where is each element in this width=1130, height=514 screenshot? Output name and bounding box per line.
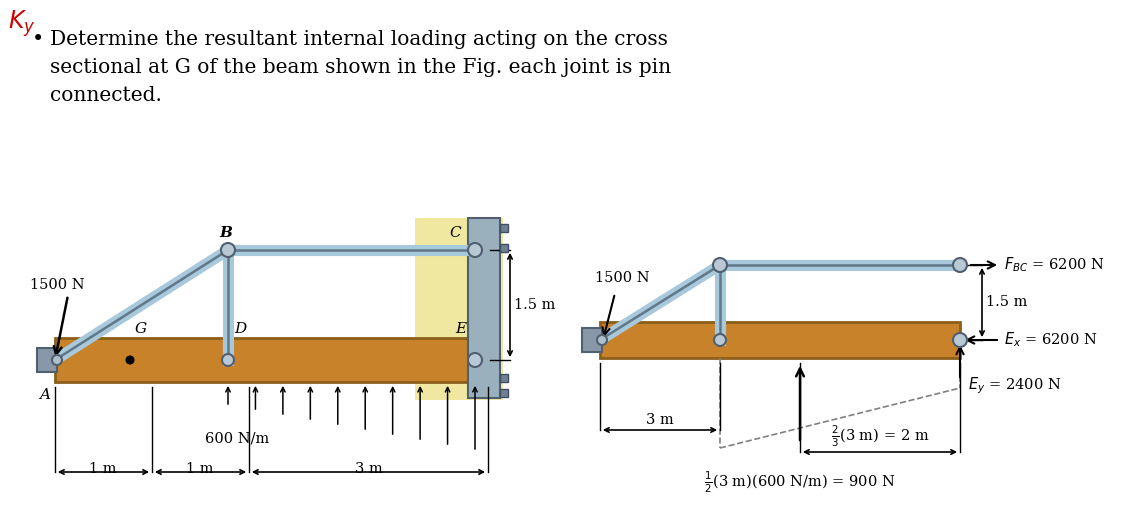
Text: A: A — [40, 388, 50, 402]
Text: 3 m: 3 m — [646, 413, 673, 427]
Circle shape — [468, 353, 483, 367]
Polygon shape — [499, 224, 508, 232]
Polygon shape — [468, 218, 499, 398]
Text: 1 m: 1 m — [186, 462, 214, 476]
Text: 1 m: 1 m — [89, 462, 116, 476]
Circle shape — [597, 335, 607, 345]
Text: $E_x$ = 6200 N: $E_x$ = 6200 N — [1003, 331, 1097, 350]
Text: 1.5 m: 1.5 m — [514, 298, 555, 312]
Polygon shape — [499, 374, 508, 382]
Text: B: B — [219, 226, 233, 240]
Text: E: E — [455, 322, 466, 336]
Text: G: G — [134, 322, 147, 336]
Polygon shape — [37, 348, 56, 372]
Polygon shape — [600, 322, 960, 358]
Polygon shape — [582, 328, 602, 352]
Circle shape — [714, 334, 725, 346]
Text: 1.5 m: 1.5 m — [986, 295, 1027, 309]
Text: $\frac{1}{2}$(3 m)(600 N/m) = 900 N: $\frac{1}{2}$(3 m)(600 N/m) = 900 N — [704, 470, 896, 495]
Text: 1500 N: 1500 N — [31, 278, 85, 292]
Polygon shape — [499, 389, 508, 397]
Polygon shape — [415, 218, 503, 400]
Circle shape — [127, 357, 133, 363]
Text: 3 m: 3 m — [355, 462, 383, 476]
Text: 600 N/m: 600 N/m — [205, 431, 269, 445]
Circle shape — [468, 243, 483, 257]
Circle shape — [953, 333, 967, 347]
Text: Determine the resultant internal loading acting on the cross: Determine the resultant internal loading… — [50, 30, 668, 49]
Text: •: • — [32, 30, 44, 49]
Circle shape — [713, 258, 727, 272]
Text: connected.: connected. — [50, 86, 162, 105]
Text: $\frac{2}{3}$(3 m) = 2 m: $\frac{2}{3}$(3 m) = 2 m — [831, 424, 929, 449]
Text: $E_y$ = 2400 N: $E_y$ = 2400 N — [968, 375, 1061, 396]
Circle shape — [953, 258, 967, 272]
Text: D: D — [234, 322, 246, 336]
Text: $F_{BC}$ = 6200 N: $F_{BC}$ = 6200 N — [1003, 255, 1105, 274]
Text: C: C — [450, 226, 461, 240]
Text: $\mathit{K_y}$: $\mathit{K_y}$ — [8, 8, 35, 39]
Polygon shape — [499, 244, 508, 252]
Circle shape — [52, 355, 62, 365]
Text: sectional at G of the beam shown in the Fig. each joint is pin: sectional at G of the beam shown in the … — [50, 58, 671, 77]
Text: 1500 N: 1500 N — [596, 271, 650, 285]
Circle shape — [221, 354, 234, 366]
Circle shape — [221, 243, 235, 257]
Polygon shape — [55, 338, 490, 382]
